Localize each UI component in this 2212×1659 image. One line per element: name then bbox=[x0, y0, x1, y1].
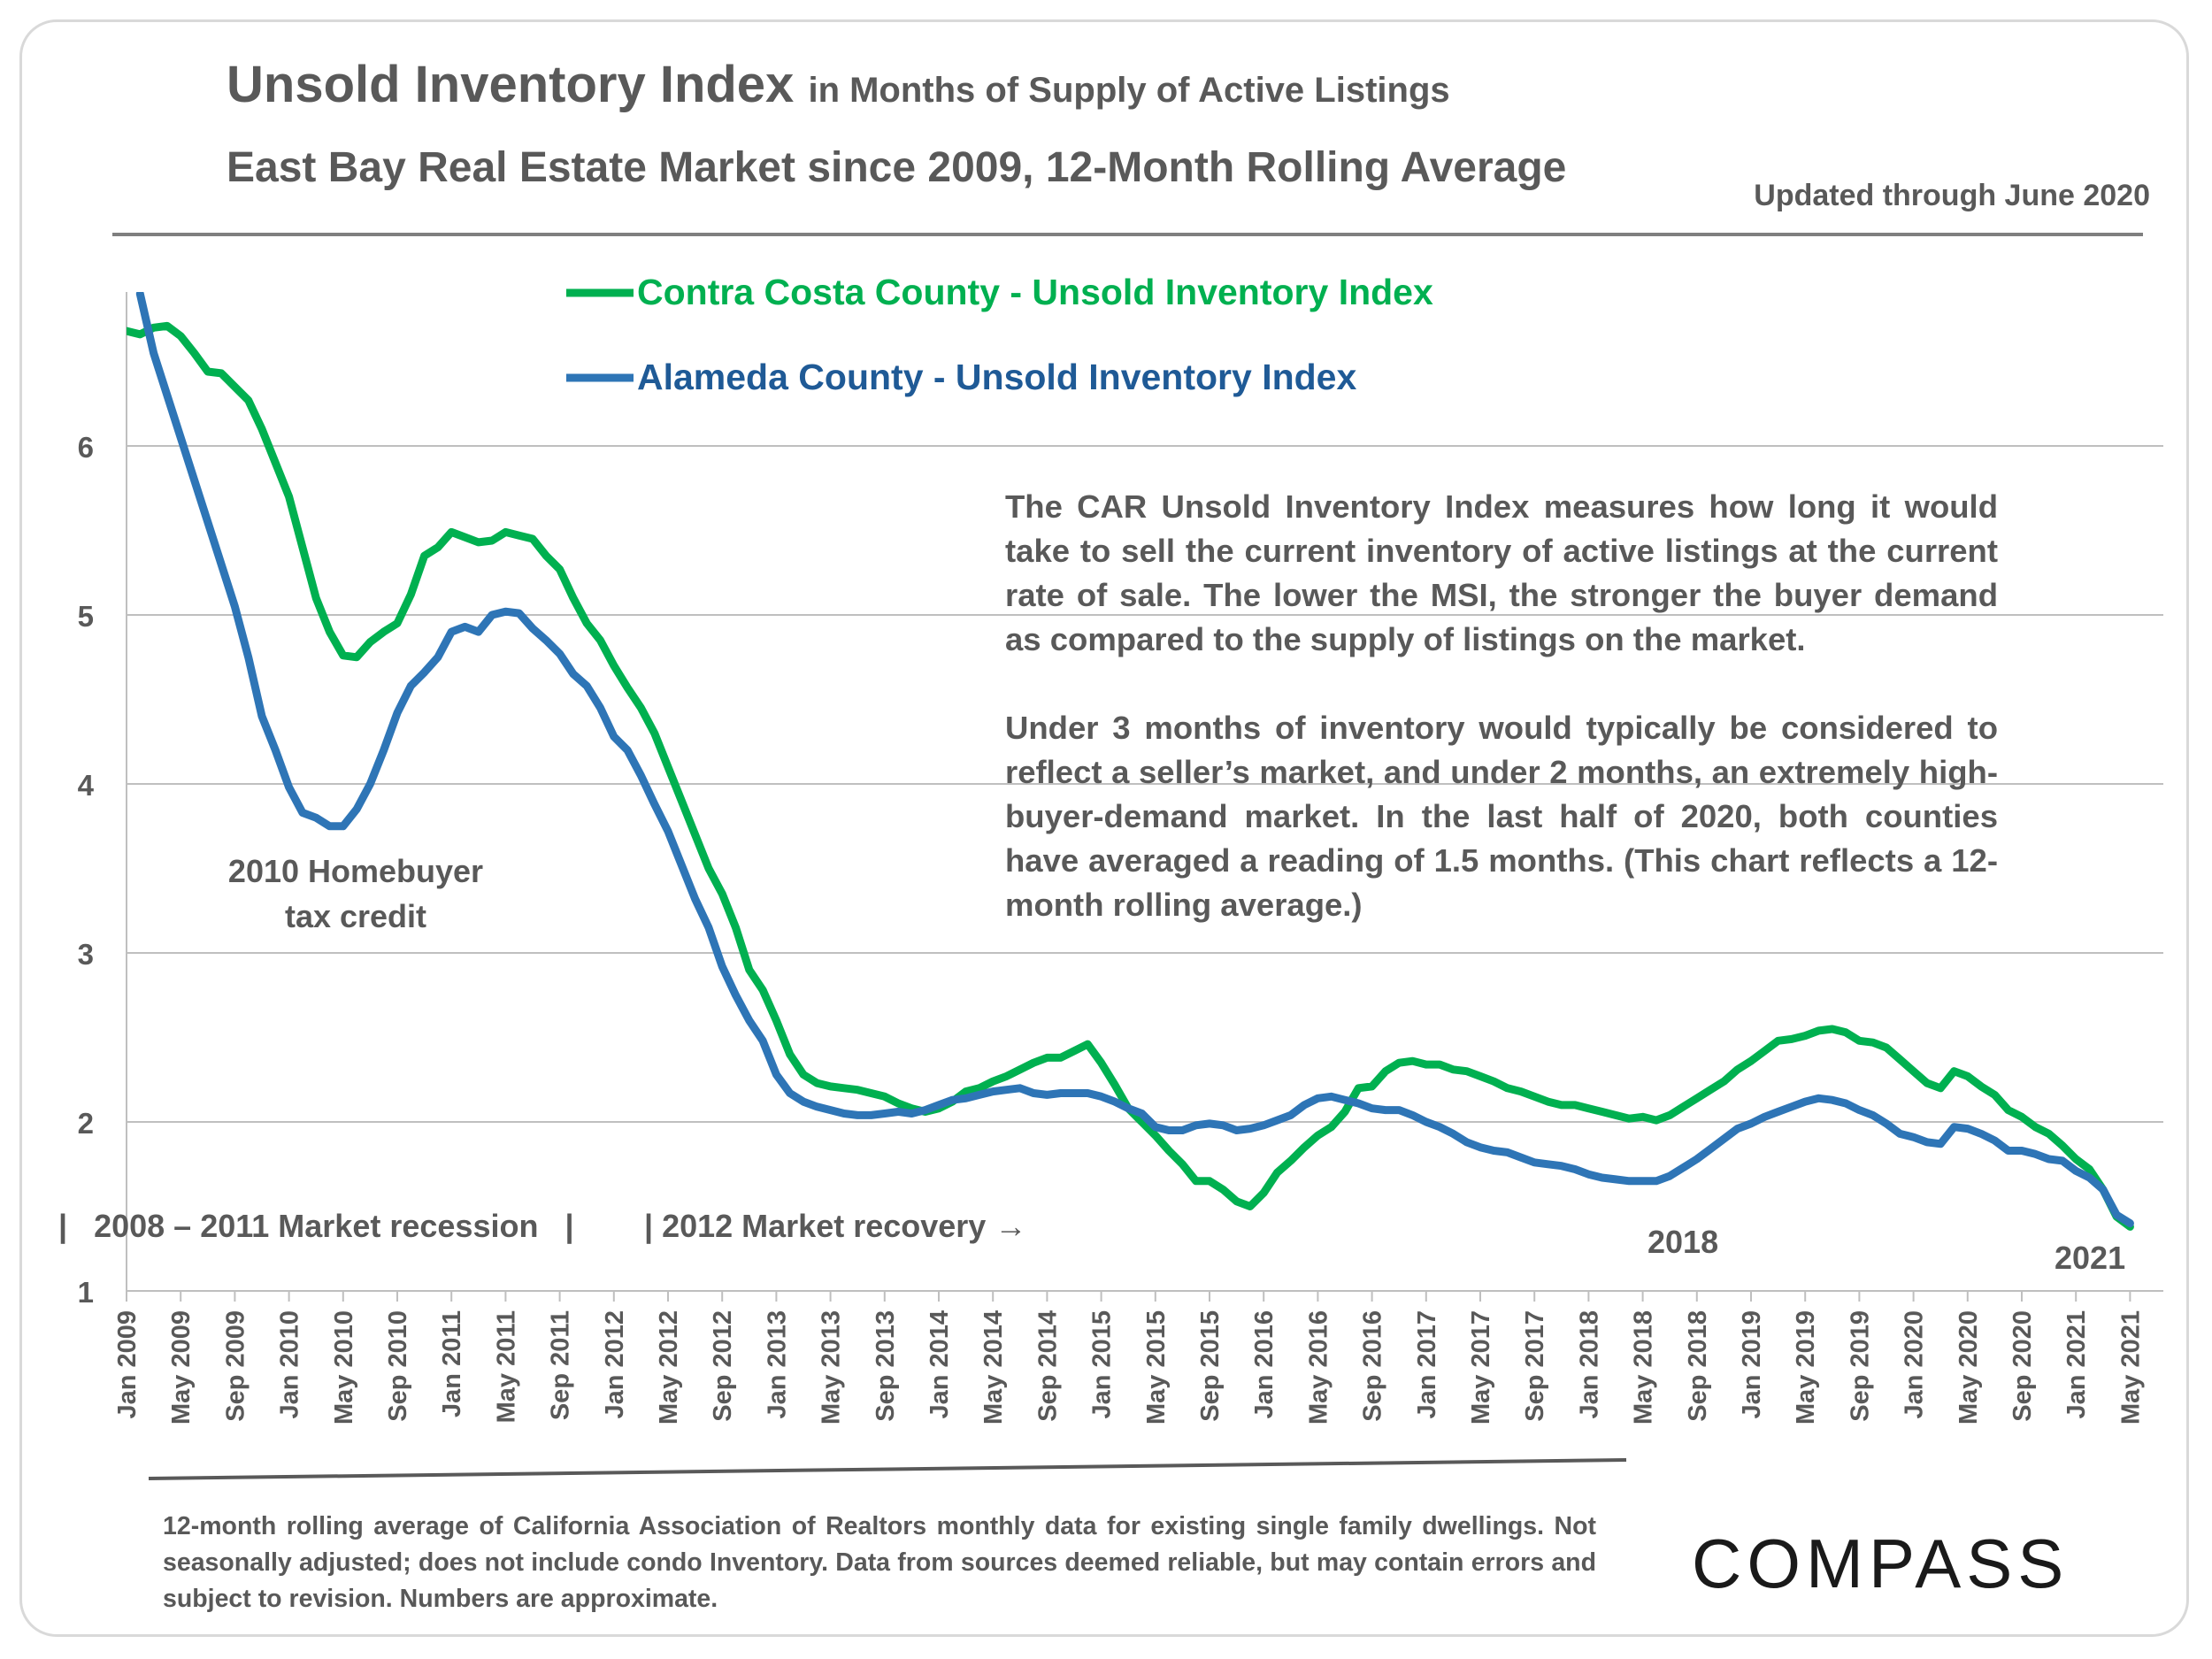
y-tick-label-2: 2 bbox=[78, 1107, 94, 1140]
x-tick-label: Sep 2011 bbox=[547, 1310, 575, 1420]
y-tick-label-4: 4 bbox=[78, 769, 95, 802]
footer-divider bbox=[148, 1458, 1627, 1480]
y-tick-label-6: 6 bbox=[78, 431, 94, 464]
x-tick-label: Jan 2012 bbox=[601, 1310, 629, 1419]
series-lines bbox=[127, 292, 2134, 1231]
x-tick-label: May 2019 bbox=[1792, 1310, 1820, 1425]
x-tick-label: Sep 2014 bbox=[1033, 1310, 1062, 1422]
x-tick-label: Jan 2020 bbox=[1901, 1310, 1929, 1419]
annotations: 2010 Homebuyer tax credit | 2008 – 2011 … bbox=[58, 853, 2125, 1276]
y-axis-ticks: 1 2 3 4 5 6 bbox=[78, 431, 95, 1309]
x-tick-label: May 2018 bbox=[1630, 1310, 1658, 1425]
legend-label-alameda: Alameda County - Unsold Inventory Index bbox=[637, 357, 1356, 397]
x-axis: Jan 2009 May 2009 Sep 2009 Jan 2010 May 2010… bbox=[113, 292, 2163, 1425]
x-tick-label: May 2009 bbox=[167, 1310, 196, 1425]
x-tick-label: Sep 2015 bbox=[1196, 1310, 1225, 1422]
x-tick-label: Sep 2009 bbox=[221, 1310, 250, 1422]
description-paragraph-1: The CAR Unsold Inventory Index measures … bbox=[1005, 488, 1998, 657]
x-tick-label: May 2021 bbox=[2116, 1310, 2145, 1425]
x-tick-label: May 2012 bbox=[655, 1310, 683, 1425]
title-main: Unsold Inventory Index bbox=[227, 56, 795, 113]
description-paragraph-2: Under 3 months of inventory would typica… bbox=[1005, 710, 1998, 923]
compass-logo: COMPASS bbox=[1692, 1525, 2070, 1602]
x-tick-label: May 2017 bbox=[1467, 1310, 1495, 1425]
x-tick-label: Sep 2016 bbox=[1359, 1310, 1387, 1422]
x-tick-label: Sep 2018 bbox=[1684, 1310, 1712, 1422]
x-tick-label: Jan 2021 bbox=[2062, 1310, 2091, 1419]
x-tick-label: Jan 2013 bbox=[763, 1310, 791, 1419]
x-tick-label: Jan 2016 bbox=[1250, 1310, 1279, 1419]
x-tick-label: Sep 2010 bbox=[384, 1310, 412, 1422]
x-tick-label: Jan 2015 bbox=[1088, 1310, 1117, 1419]
annotation-recovery: | 2012 Market recovery → bbox=[644, 1208, 1026, 1245]
legend: Contra Costa County - Unsold Inventory I… bbox=[566, 272, 1433, 397]
description-box: The CAR Unsold Inventory Index measures … bbox=[1005, 485, 1998, 972]
x-tick-label: Sep 2019 bbox=[1846, 1310, 1874, 1422]
x-tick-label: Sep 2020 bbox=[2008, 1310, 2037, 1422]
footnote: 12-month rolling average of California A… bbox=[163, 1512, 1596, 1613]
x-tick-label: May 2013 bbox=[818, 1310, 846, 1425]
x-tick-label: Jan 2014 bbox=[926, 1310, 954, 1419]
updated-note: Updated through June 2020 bbox=[1754, 179, 2150, 212]
x-tick-label: Sep 2013 bbox=[872, 1310, 900, 1422]
x-tick-label: Sep 2017 bbox=[1521, 1310, 1549, 1422]
x-tick-label: Jan 2017 bbox=[1413, 1310, 1441, 1419]
y-tick-label-1: 1 bbox=[78, 1276, 94, 1309]
annotation-2018: 2018 bbox=[1647, 1224, 1718, 1260]
x-tick-label: May 2014 bbox=[979, 1310, 1008, 1425]
x-tick-label: May 2011 bbox=[492, 1310, 520, 1423]
x-tick-label: May 2020 bbox=[1955, 1310, 1983, 1425]
annotation-tax-credit-1: 2010 Homebuyer bbox=[228, 853, 483, 889]
x-tick-label: May 2016 bbox=[1304, 1310, 1333, 1425]
y-tick-label-3: 3 bbox=[78, 938, 94, 971]
legend-label-contra-costa: Contra Costa County - Unsold Inventory I… bbox=[637, 272, 1433, 312]
annotation-tax-credit-2: tax credit bbox=[285, 898, 426, 934]
x-tick-label: Jan 2009 bbox=[113, 1310, 142, 1419]
x-tick-label: Jan 2018 bbox=[1575, 1310, 1603, 1419]
x-tick-label: May 2015 bbox=[1142, 1310, 1171, 1425]
x-tick-label: Jan 2010 bbox=[276, 1310, 304, 1419]
chart-frame bbox=[19, 19, 2189, 1637]
series-line-alameda bbox=[135, 292, 2134, 1228]
x-tick-label: Jan 2011 bbox=[438, 1310, 466, 1417]
annotation-recession: | 2008 – 2011 Market recession | bbox=[58, 1208, 574, 1245]
page-title: Unsold Inventory Index in Months of Supp… bbox=[227, 55, 1450, 114]
title-sub: in Months of Supply of Active Listings bbox=[808, 71, 1450, 110]
annotation-2021: 2021 bbox=[2055, 1240, 2125, 1276]
page-subtitle: East Bay Real Estate Market since 2009, … bbox=[227, 144, 1567, 191]
x-tick-label: May 2010 bbox=[330, 1310, 358, 1425]
x-tick-label: Sep 2012 bbox=[709, 1310, 737, 1422]
x-tick-label: Jan 2019 bbox=[1738, 1310, 1766, 1419]
y-tick-label-5: 5 bbox=[78, 600, 94, 633]
